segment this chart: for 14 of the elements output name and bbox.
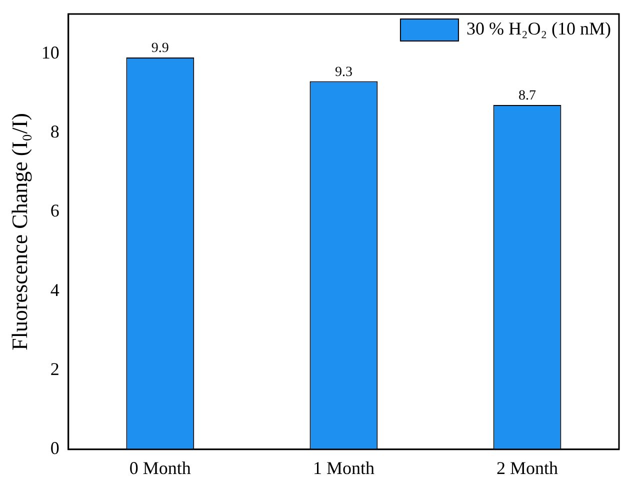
data-label: 8.7 — [518, 88, 536, 104]
y-tick-label: 2 — [50, 358, 60, 379]
y-axis-title: Fluorescence Change (I₀/I) — [6, 113, 32, 350]
y-tick-label: 4 — [50, 280, 60, 300]
y-tick-label: 6 — [50, 200, 60, 221]
data-label: 9.9 — [151, 41, 169, 56]
y-tick-label: 8 — [50, 121, 60, 142]
y-tick-label: 0 — [50, 438, 60, 458]
data-label: 9.3 — [334, 64, 352, 80]
legend-label: 30 % H₂O₂ (10 nM) — [466, 18, 612, 39]
x-tick-label: 1 Month — [312, 458, 374, 478]
y-tick-label: 10 — [41, 42, 60, 62]
x-tick-label: 0 Month — [129, 458, 191, 478]
x-tick-label: 2 Month — [496, 458, 558, 478]
